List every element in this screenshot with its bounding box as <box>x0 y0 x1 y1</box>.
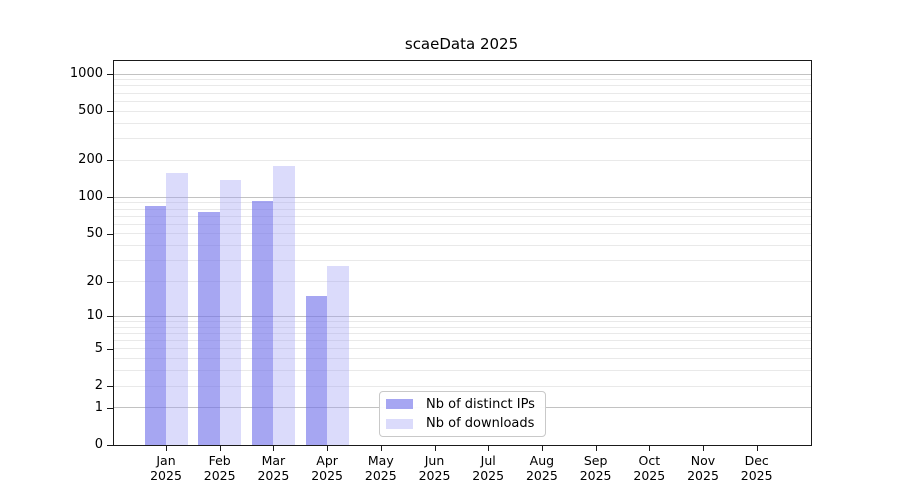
gridline-minor <box>114 321 811 322</box>
x-axis-tick <box>434 446 436 451</box>
gridline-minor <box>114 245 811 246</box>
x-axis-tick <box>273 446 275 451</box>
y-axis-tick-label: 200 <box>78 152 103 168</box>
gridline-minor <box>114 260 811 261</box>
x-axis-tick-label: Jul 2025 <box>472 453 505 483</box>
y-axis-tick <box>107 111 114 113</box>
x-axis-tick-label: Apr 2025 <box>311 453 343 483</box>
y-axis-tick-label: 1 <box>94 399 103 415</box>
legend-label: Nb of downloads <box>426 416 535 432</box>
gridline-minor <box>114 370 811 371</box>
chart-title: scaeData 2025 <box>404 35 519 53</box>
y-axis-tick-label: 5 <box>94 340 103 356</box>
bar-distinct-ips-apr <box>305 296 328 445</box>
y-axis-tick <box>107 348 114 350</box>
x-axis-tick <box>703 446 704 451</box>
x-axis-tick-label: Mar 2025 <box>257 453 290 483</box>
bar-downloads-feb <box>219 180 242 445</box>
y-axis-tick-label: 0 <box>94 437 103 452</box>
legend: Nb of distinct IPs Nb of downloads <box>379 391 546 437</box>
gridline-minor <box>114 202 811 203</box>
legend-entry: Nb of distinct IPs <box>386 395 545 413</box>
x-axis-tick <box>756 446 758 451</box>
y-axis-tick <box>107 197 114 199</box>
y-axis-tick-label: 10 <box>86 308 103 324</box>
y-axis-tick <box>107 233 114 235</box>
x-axis-tick <box>595 446 597 451</box>
gridline-minor <box>114 233 811 234</box>
gridline-major <box>114 316 811 317</box>
legend-swatch-icon <box>386 418 413 429</box>
gridline-minor <box>114 111 811 112</box>
x-axis-tick-label: Feb 2025 <box>203 453 236 483</box>
x-axis-tick-label: Aug 2025 <box>525 453 558 483</box>
x-axis-tick-label: Oct 2025 <box>633 453 666 483</box>
x-axis-tick <box>219 446 221 451</box>
gridlines-layer <box>114 61 811 445</box>
x-axis-tick <box>327 446 329 451</box>
y-axis-tick <box>107 445 114 446</box>
gridline-minor <box>114 386 811 387</box>
legend-swatch-icon <box>386 399 413 410</box>
gridline-major <box>114 197 811 198</box>
bar-downloads-mar <box>273 165 295 445</box>
gridline-minor <box>114 85 811 86</box>
gridline-minor <box>114 138 811 139</box>
x-axis-tick-label: Sep 2025 <box>579 453 612 483</box>
gridline-minor <box>114 348 811 349</box>
gridline-minor <box>114 340 811 341</box>
y-axis-tick <box>107 160 114 162</box>
gridline-minor <box>114 209 811 210</box>
y-axis-tick-label: 20 <box>86 273 103 289</box>
gridline-minor <box>114 281 811 282</box>
y-axis-tick <box>107 281 114 283</box>
x-axis-tick <box>541 446 543 451</box>
bar-distinct-ips-jan <box>144 205 166 445</box>
y-axis-tick-label: 500 <box>78 103 103 119</box>
bar-downloads-apr <box>327 266 349 445</box>
gridline-minor <box>114 327 811 328</box>
y-axis-tick <box>107 407 114 409</box>
x-axis-tick <box>380 446 382 451</box>
gridline-minor <box>114 160 811 161</box>
x-axis-tick-label: Jan 2025 <box>150 453 182 483</box>
y-axis-tick <box>107 74 114 75</box>
gridline-minor <box>114 79 811 80</box>
x-axis-tick <box>488 446 490 451</box>
gridline-minor <box>114 123 811 124</box>
y-axis-tick-label: 50 <box>86 225 103 241</box>
x-axis-tick-label: Jun 2025 <box>418 453 451 483</box>
gridline-minor <box>114 216 811 217</box>
y-axis-tick <box>107 386 114 387</box>
bar-distinct-ips-feb <box>198 212 220 445</box>
gridline-minor <box>114 93 811 94</box>
bars-layer <box>114 61 811 445</box>
legend-entry: Nb of downloads <box>386 415 545 433</box>
gridline-minor <box>114 333 811 334</box>
x-axis-tick <box>649 446 651 451</box>
x-axis-tick <box>166 446 167 451</box>
x-axis-tick-label: Dec 2025 <box>740 453 773 483</box>
x-axis-tick-label: Nov 2025 <box>687 453 719 483</box>
y-axis-tick-label: 100 <box>78 189 103 205</box>
x-axis-tick-label: May 2025 <box>364 453 397 483</box>
gridline-minor <box>114 224 811 225</box>
y-axis-tick <box>107 316 114 318</box>
gridline-major <box>114 74 811 75</box>
plot-area: Nb of distinct IPs Nb of downloads <box>113 60 812 446</box>
gridline-minor <box>114 358 811 359</box>
y-axis-tick-label: 2 <box>94 378 103 393</box>
gridline-minor <box>114 101 811 102</box>
legend-label: Nb of distinct IPs <box>426 396 535 412</box>
y-axis-tick-label: 1000 <box>69 66 103 81</box>
bar-downloads-jan <box>166 173 188 445</box>
bar-distinct-ips-mar <box>251 201 274 445</box>
